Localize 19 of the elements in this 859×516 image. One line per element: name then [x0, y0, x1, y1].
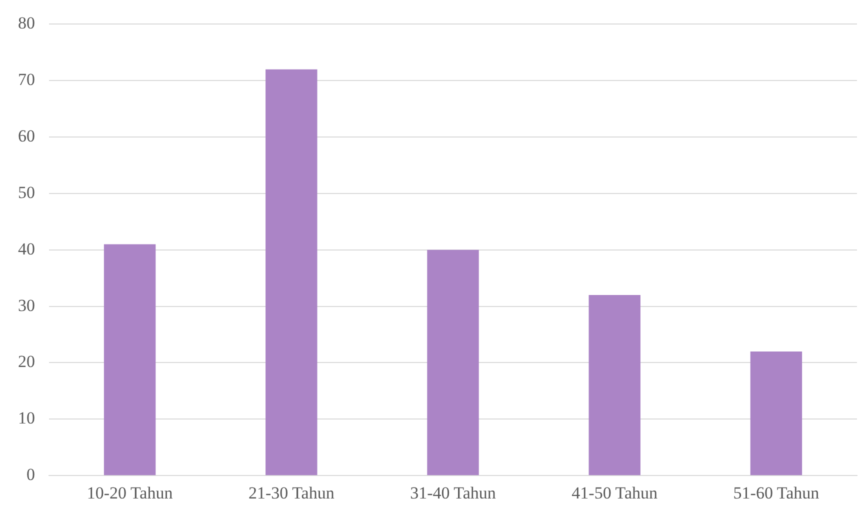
y-tick-label: 60 [18, 126, 35, 146]
y-tick-label: 10 [18, 408, 35, 428]
bar [588, 295, 640, 476]
y-tick-label: 40 [18, 239, 35, 258]
y-tick-label: 20 [18, 352, 35, 372]
x-tick-label: 51-60 Tahun [733, 483, 820, 502]
y-tick-label: 50 [18, 182, 35, 202]
x-tick-label: 31-40 Tahun [410, 483, 496, 502]
y-tick-label: 30 [18, 296, 35, 315]
bar [266, 69, 318, 476]
y-tick-label: 70 [18, 70, 35, 90]
bar [104, 244, 156, 476]
x-tick-label: 41-50 Tahun [572, 483, 658, 502]
x-tick-label: 10-20 Tahun [86, 483, 174, 502]
bar [427, 250, 479, 476]
y-tick-label: 0 [26, 465, 35, 484]
bar [750, 351, 802, 476]
x-tick-label: 21-30 Tahun [248, 483, 335, 502]
y-tick-label: 80 [18, 14, 35, 33]
